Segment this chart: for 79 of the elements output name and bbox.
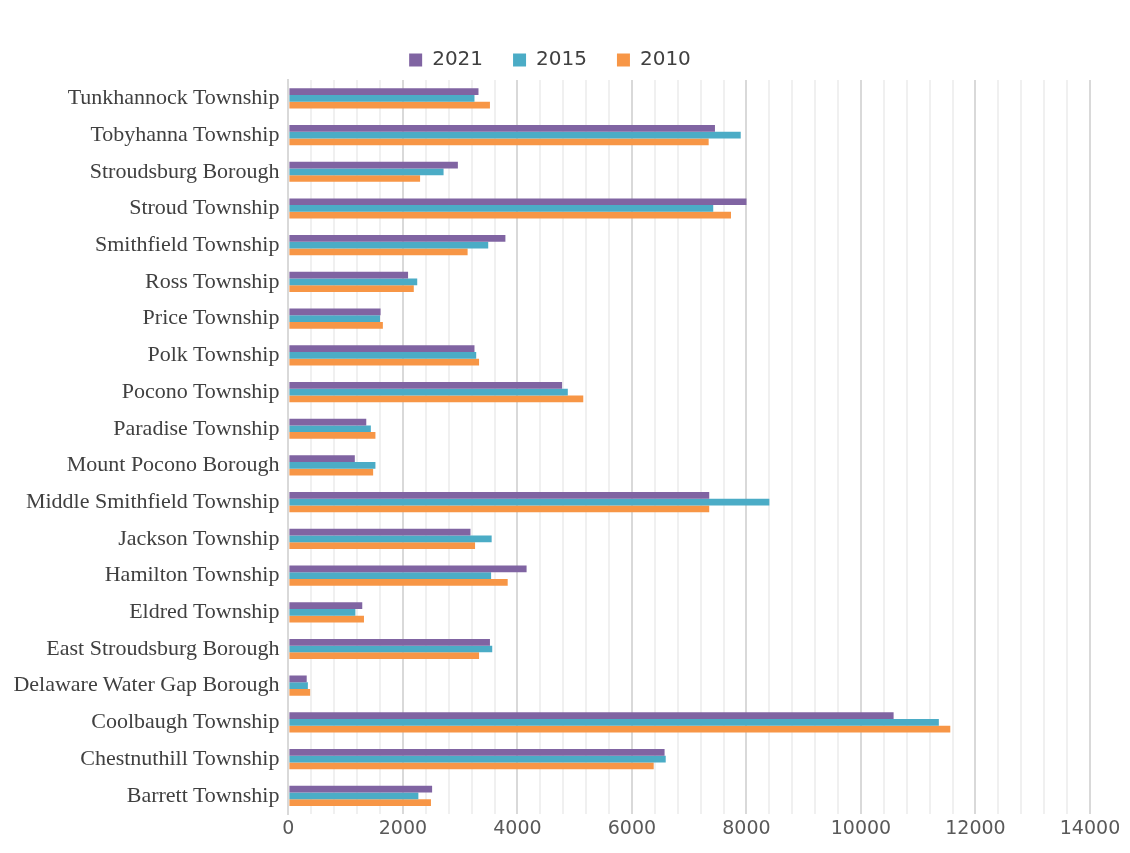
- bar: [289, 248, 468, 256]
- bar: [289, 235, 506, 242]
- bar: [289, 749, 665, 756]
- bar: [289, 351, 477, 359]
- bar: [289, 198, 747, 206]
- y-tick-label: Delaware Water Gap Borough: [13, 671, 280, 697]
- bar: [289, 462, 376, 469]
- bar: [289, 638, 490, 646]
- bar: [289, 168, 444, 176]
- y-tick-label: Barrett Township: [126, 781, 280, 807]
- bar: [289, 271, 409, 279]
- y-tick-label: East Stroudsburg Borough: [46, 634, 280, 660]
- x-tick-label: 10000: [830, 815, 892, 838]
- y-tick-label: Tunkhannock Township: [67, 84, 280, 110]
- bar: [289, 572, 492, 579]
- x-tick-label: 14000: [1059, 815, 1121, 838]
- x-tick-label: 12000: [945, 815, 1006, 838]
- bar: [289, 321, 383, 329]
- y-tick-label: Jackson Township: [118, 524, 280, 550]
- x-tick-label: 8000: [722, 815, 771, 838]
- bar: [289, 455, 355, 463]
- bar: [289, 381, 563, 389]
- bar: [289, 675, 307, 683]
- bar: [289, 608, 356, 616]
- bar: [289, 682, 308, 690]
- legend-label: 2010: [639, 46, 691, 71]
- y-tick-label: Paradise Township: [113, 414, 280, 440]
- y-tick-label: Tobyhanna Township: [90, 120, 280, 146]
- bar: [289, 468, 374, 476]
- x-tick-label: 2000: [378, 815, 428, 838]
- x-tick-label: 4000: [493, 815, 542, 838]
- y-tick-label: Mount Pocono Borough: [66, 451, 280, 477]
- bar: [289, 175, 421, 182]
- bar: [289, 615, 364, 623]
- bar: [289, 425, 371, 433]
- y-tick-label: Middle Smithfield Township: [25, 487, 280, 513]
- x-tick-label: 6000: [607, 815, 657, 838]
- y-tick-label: Smithfield Township: [94, 230, 280, 256]
- bar: [289, 124, 715, 132]
- y-tick-label: Stroudsburg Borough: [89, 157, 280, 183]
- bar: [289, 205, 714, 212]
- bar: [289, 492, 710, 499]
- bar: [289, 94, 475, 102]
- bar: [289, 528, 471, 536]
- y-tick-label: Polk Township: [147, 341, 280, 367]
- bar: [289, 652, 480, 660]
- bar: [289, 542, 476, 549]
- x-tick-label: 0: [282, 815, 295, 838]
- y-tick-label: Stroud Township: [129, 194, 280, 220]
- y-tick-label: Pocono Township: [121, 377, 280, 403]
- bar: [289, 498, 770, 506]
- bar: [289, 315, 381, 322]
- bar: [289, 719, 939, 726]
- bar: [289, 602, 363, 609]
- y-tick-label: Coolbaugh Township: [91, 708, 280, 734]
- bar: [289, 432, 376, 439]
- bar: [289, 345, 475, 352]
- bar: [289, 712, 894, 720]
- bar: [289, 725, 951, 733]
- bar: [289, 308, 381, 316]
- y-tick-label: Price Township: [142, 304, 280, 330]
- bar: [289, 241, 489, 249]
- legend-label: 2021: [432, 46, 484, 71]
- y-tick-label: Eldred Township: [129, 598, 280, 624]
- bar: [289, 755, 666, 763]
- bar: [289, 689, 311, 696]
- bar: [289, 211, 731, 219]
- bar: [289, 285, 414, 292]
- y-tick-label: Ross Township: [145, 267, 280, 293]
- bar: [289, 138, 709, 146]
- legend-label: 2015: [536, 46, 587, 71]
- bar: [289, 565, 527, 573]
- y-tick-label: Hamilton Township: [104, 561, 280, 587]
- bar: [289, 792, 419, 800]
- bar: [289, 578, 508, 586]
- bar: [289, 88, 479, 95]
- y-tick-label: Chestnuthill Township: [80, 744, 280, 770]
- bar: [289, 395, 584, 403]
- bar: [289, 799, 431, 806]
